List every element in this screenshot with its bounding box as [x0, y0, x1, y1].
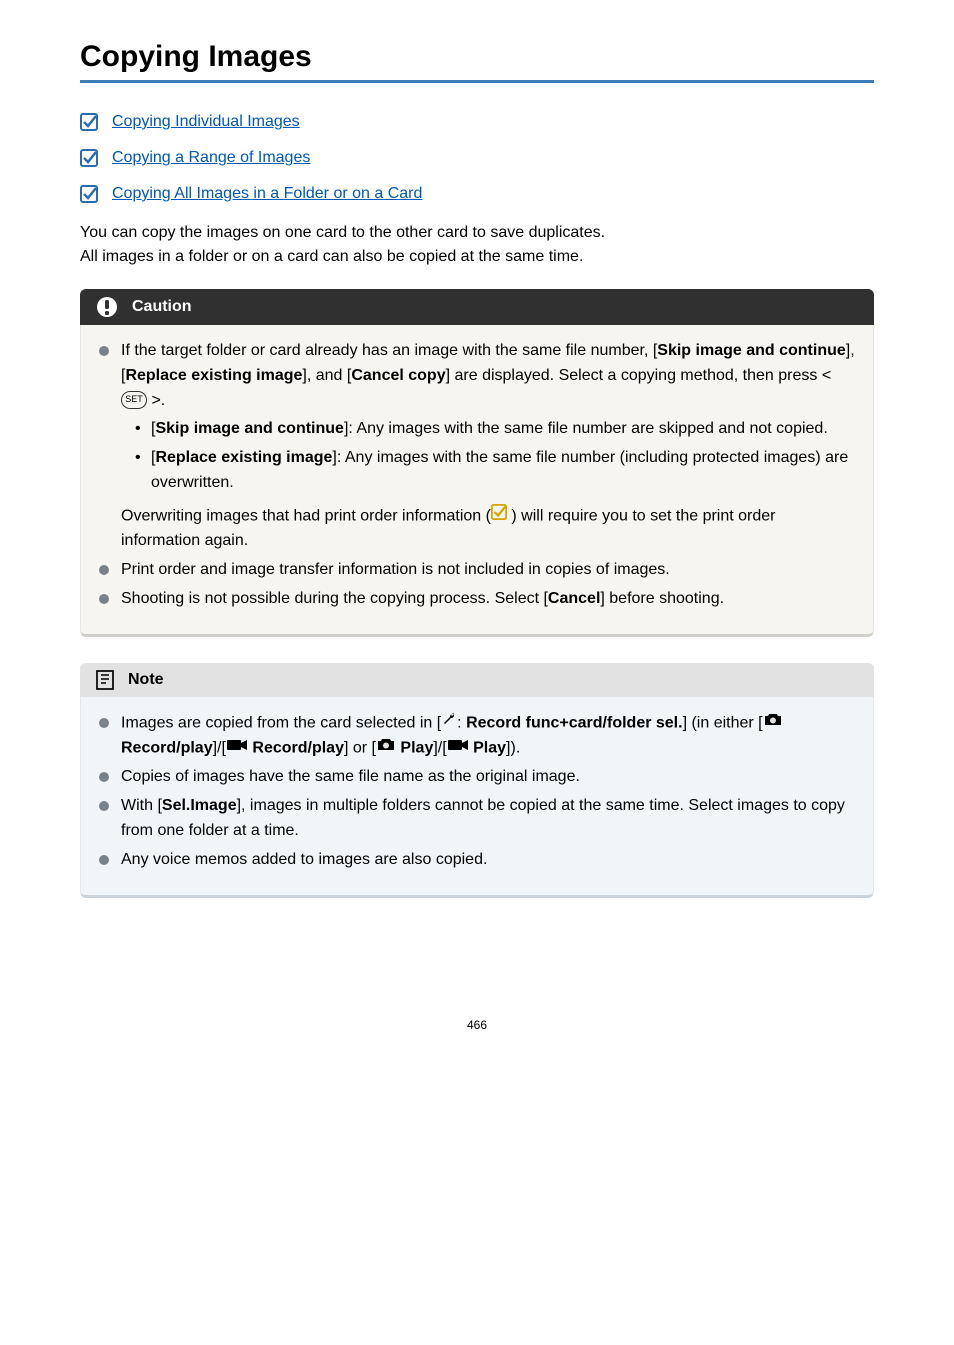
- intro-line: You can copy the images on one card to t…: [80, 224, 605, 241]
- text-bold: Play: [396, 740, 433, 757]
- note-item: With [Sel.Image], images in multiple fol…: [99, 794, 855, 844]
- caution-header: Caution: [80, 289, 874, 325]
- movie-camera-icon: [226, 736, 248, 761]
- caution-body: If the target folder or card already has…: [80, 325, 874, 637]
- wrench-icon: [441, 711, 457, 736]
- caution-callout: Caution If the target folder or card alr…: [80, 289, 874, 637]
- text: With [: [121, 797, 162, 814]
- caution-sublist: [Skip image and continue]: Any images wi…: [121, 417, 855, 495]
- text: Overwriting images that had print order …: [121, 507, 491, 524]
- toc-item: Copying a Range of Images: [80, 149, 874, 167]
- caution-subitem: [Replace existing image]: Any images wit…: [121, 446, 855, 496]
- caution-subitem: [Skip image and continue]: Any images wi…: [121, 417, 855, 442]
- note-header-label: Note: [128, 671, 164, 689]
- text-bold: Cancel copy: [351, 367, 445, 384]
- note-item: Copies of images have the same file name…: [99, 765, 855, 790]
- text: ]/[: [433, 740, 446, 757]
- note-callout: Note Images are copied from the card sel…: [80, 663, 874, 898]
- note-icon: [96, 670, 114, 690]
- note-item: Images are copied from the card selected…: [99, 711, 855, 762]
- camera-icon: [763, 711, 783, 736]
- caution-header-label: Caution: [132, 298, 192, 316]
- text: Print order and image transfer informati…: [121, 561, 670, 578]
- text: ]).: [506, 740, 520, 757]
- caution-item: If the target folder or card already has…: [99, 339, 855, 554]
- text: Images are copied from the card selected…: [121, 714, 441, 731]
- intro-line: All images in a folder or on a card can …: [80, 248, 583, 265]
- link-check-icon: [80, 113, 98, 131]
- note-item: Any voice memos added to images are also…: [99, 848, 855, 873]
- text-bold: Record/play: [248, 740, 344, 757]
- text: >.: [147, 392, 165, 409]
- intro-text: You can copy the images on one card to t…: [80, 221, 874, 269]
- text-bold: Record/play: [121, 740, 213, 757]
- text: ] are displayed. Select a copying method…: [446, 367, 832, 384]
- link-check-icon: [80, 149, 98, 167]
- text-bold: Record func+card/folder sel.: [466, 714, 683, 731]
- text-bold: Replace existing image: [155, 449, 332, 466]
- print-order-link[interactable]: [491, 507, 507, 524]
- text: :: [457, 714, 466, 731]
- toc-link[interactable]: Copying a Range of Images: [112, 149, 310, 167]
- page-title: Copying Images: [80, 40, 874, 83]
- text: Any voice memos added to images are also…: [121, 851, 487, 868]
- text: Copies of images have the same file name…: [121, 768, 580, 785]
- page: Copying Images Copying Individual Images…: [0, 0, 954, 1052]
- text-bold: Replace existing image: [125, 367, 302, 384]
- toc-item: Copying Individual Images: [80, 113, 874, 131]
- text: ] or [: [344, 740, 376, 757]
- link-check-icon: [491, 504, 507, 529]
- note-list: Images are copied from the card selected…: [99, 711, 855, 873]
- set-button-icon: SET: [121, 391, 147, 409]
- text-bold: Skip image and continue: [155, 420, 343, 437]
- text-bold: Sel.Image: [162, 797, 237, 814]
- caution-list: If the target folder or card already has…: [99, 339, 855, 612]
- text: ]: Any images with the same file number …: [344, 420, 828, 437]
- caution-item: Print order and image transfer informati…: [99, 558, 855, 583]
- caution-item: Shooting is not possible during the copy…: [99, 587, 855, 612]
- camera-icon: [376, 736, 396, 761]
- text: ], and [: [302, 367, 351, 384]
- note-body: Images are copied from the card selected…: [80, 697, 874, 898]
- text: Shooting is not possible during the copy…: [121, 590, 548, 607]
- text-bold: Cancel: [548, 590, 600, 607]
- text-bold: Skip image and continue: [657, 342, 845, 359]
- toc-link[interactable]: Copying All Images in a Folder or on a C…: [112, 185, 422, 203]
- toc-link[interactable]: Copying Individual Images: [112, 113, 300, 131]
- note-header: Note: [80, 663, 874, 697]
- text-bold: Play: [469, 740, 506, 757]
- text: ] (in either [: [683, 714, 763, 731]
- text: ] before shooting.: [600, 590, 724, 607]
- text: If the target folder or card already has…: [121, 342, 657, 359]
- page-number: 466: [80, 1018, 874, 1032]
- caution-icon: [96, 296, 118, 318]
- toc: Copying Individual Images Copying a Rang…: [80, 113, 874, 203]
- movie-camera-icon: [447, 736, 469, 761]
- text: ]/[: [213, 740, 226, 757]
- link-check-icon: [80, 185, 98, 203]
- toc-item: Copying All Images in a Folder or on a C…: [80, 185, 874, 203]
